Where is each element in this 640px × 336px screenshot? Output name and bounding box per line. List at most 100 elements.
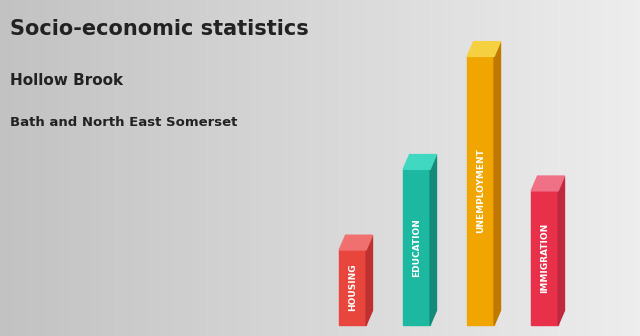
Bar — [467, 56, 494, 325]
Bar — [96, 0, 102, 336]
Bar — [218, 0, 224, 336]
Polygon shape — [494, 42, 500, 325]
Bar — [134, 0, 141, 336]
Bar — [467, 0, 474, 336]
Bar — [506, 0, 512, 336]
Polygon shape — [403, 310, 436, 325]
Bar — [384, 0, 390, 336]
Bar — [77, 0, 83, 336]
Bar — [83, 0, 90, 336]
Bar — [45, 0, 51, 336]
Bar — [102, 0, 109, 336]
Bar — [602, 0, 608, 336]
Bar — [288, 0, 294, 336]
Polygon shape — [558, 176, 564, 325]
Bar — [6, 0, 13, 336]
Bar — [205, 0, 211, 336]
Bar — [70, 0, 77, 336]
Polygon shape — [339, 235, 372, 250]
Bar — [339, 0, 346, 336]
Bar — [211, 0, 218, 336]
Bar — [160, 0, 166, 336]
Bar — [416, 0, 422, 336]
Bar — [256, 0, 262, 336]
Text: IMMIGRATION: IMMIGRATION — [540, 223, 549, 293]
Polygon shape — [430, 155, 436, 325]
Polygon shape — [467, 42, 500, 56]
Bar — [480, 0, 486, 336]
Bar — [109, 0, 115, 336]
Bar — [301, 0, 307, 336]
Bar — [269, 0, 275, 336]
Bar — [179, 0, 186, 336]
Bar — [627, 0, 634, 336]
Bar — [64, 0, 70, 336]
Bar — [365, 0, 371, 336]
Bar — [442, 0, 448, 336]
Bar — [531, 191, 558, 325]
Text: Bath and North East Somerset: Bath and North East Somerset — [10, 116, 237, 129]
Bar — [122, 0, 128, 336]
Bar — [525, 0, 531, 336]
Polygon shape — [339, 310, 372, 325]
Bar — [448, 0, 454, 336]
Bar — [435, 0, 442, 336]
Bar — [518, 0, 525, 336]
Bar — [346, 0, 352, 336]
Bar — [570, 0, 576, 336]
Bar — [378, 0, 384, 336]
Bar — [186, 0, 192, 336]
Polygon shape — [531, 310, 564, 325]
Bar — [141, 0, 147, 336]
Bar — [614, 0, 621, 336]
Bar — [397, 0, 403, 336]
Bar — [0, 0, 6, 336]
Bar — [32, 0, 38, 336]
Bar — [294, 0, 301, 336]
Bar — [13, 0, 19, 336]
Bar — [544, 0, 550, 336]
Bar — [461, 0, 467, 336]
Bar — [563, 0, 570, 336]
Bar — [589, 0, 595, 336]
Bar — [531, 0, 538, 336]
Text: HOUSING: HOUSING — [348, 264, 357, 311]
Bar — [403, 169, 430, 325]
Bar — [538, 0, 544, 336]
Polygon shape — [467, 310, 500, 325]
Bar — [198, 0, 205, 336]
Polygon shape — [403, 155, 436, 169]
Bar — [224, 0, 230, 336]
Bar — [243, 0, 250, 336]
Bar — [608, 0, 614, 336]
Bar — [582, 0, 589, 336]
Bar — [326, 0, 333, 336]
Polygon shape — [366, 235, 372, 325]
Bar — [339, 250, 366, 325]
Bar — [474, 0, 480, 336]
Bar — [282, 0, 288, 336]
Bar — [192, 0, 198, 336]
Bar — [621, 0, 627, 336]
Bar — [486, 0, 493, 336]
Bar — [352, 0, 358, 336]
Bar — [307, 0, 314, 336]
Bar — [422, 0, 429, 336]
Bar — [128, 0, 134, 336]
Text: EDUCATION: EDUCATION — [412, 218, 421, 277]
Bar — [166, 0, 173, 336]
Bar — [499, 0, 506, 336]
Bar — [454, 0, 461, 336]
Bar — [634, 0, 640, 336]
Bar — [333, 0, 339, 336]
Bar — [390, 0, 397, 336]
Bar — [493, 0, 499, 336]
Bar — [595, 0, 602, 336]
Bar — [550, 0, 557, 336]
Bar — [429, 0, 435, 336]
Bar — [26, 0, 32, 336]
Bar — [371, 0, 378, 336]
Bar — [250, 0, 256, 336]
Bar — [512, 0, 518, 336]
Bar — [51, 0, 58, 336]
